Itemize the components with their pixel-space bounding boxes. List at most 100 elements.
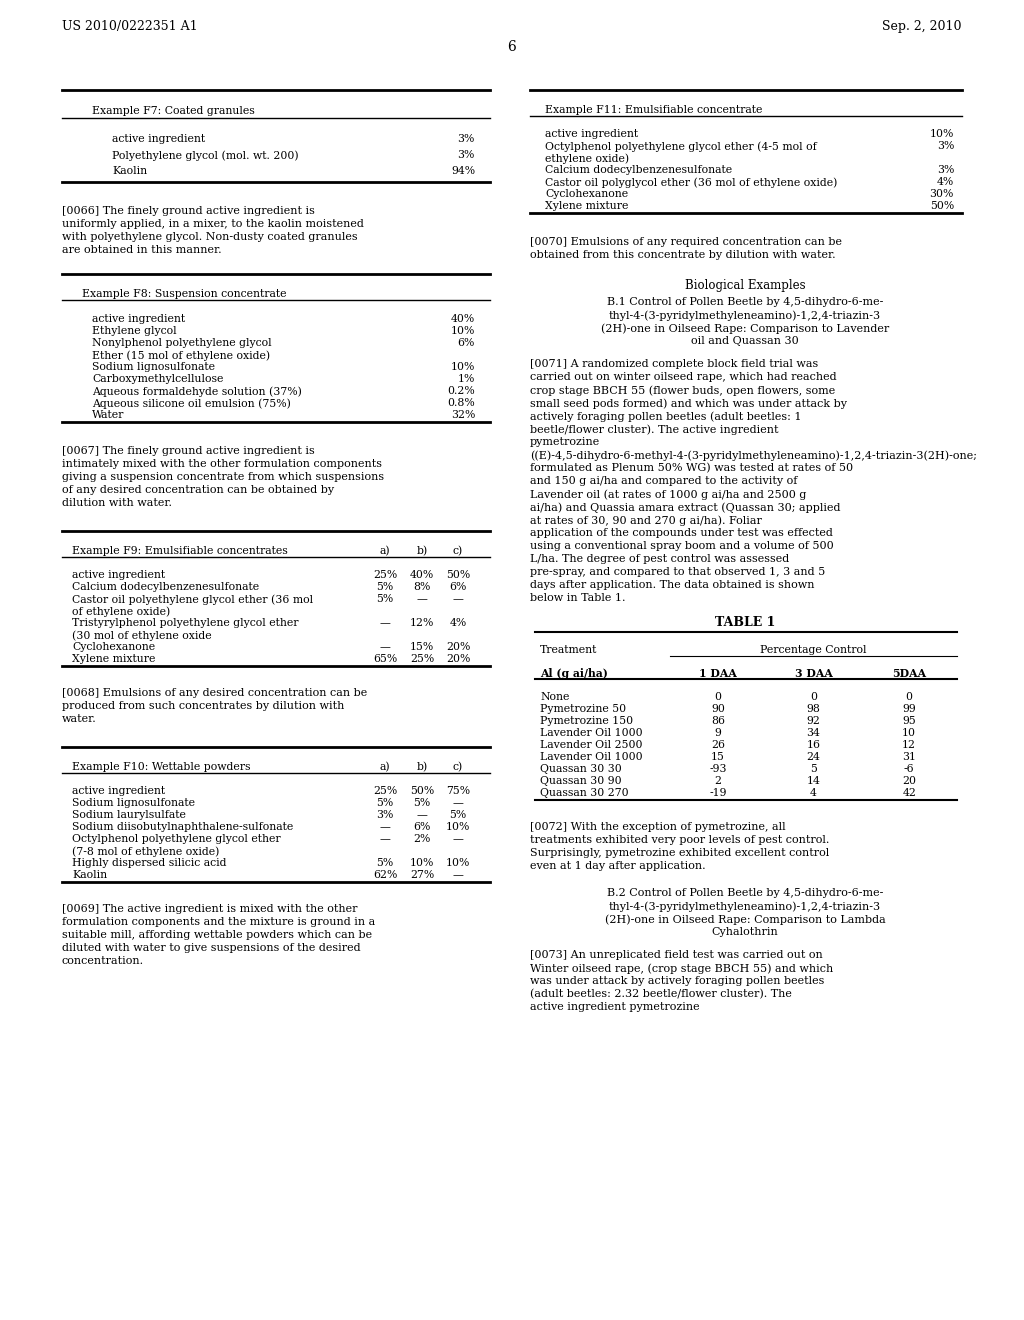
Text: formulation components and the mixture is ground in a: formulation components and the mixture i… xyxy=(62,917,375,927)
Text: 26: 26 xyxy=(711,741,725,750)
Text: —: — xyxy=(417,594,427,605)
Text: Calcium dodecylbenzenesulfonate: Calcium dodecylbenzenesulfonate xyxy=(72,582,259,591)
Text: —: — xyxy=(380,642,390,652)
Text: Pymetrozine 150: Pymetrozine 150 xyxy=(540,715,633,726)
Text: Winter oilseed rape, (crop stage BBCH 55) and which: Winter oilseed rape, (crop stage BBCH 55… xyxy=(530,964,834,974)
Text: Example F7: Coated granules: Example F7: Coated granules xyxy=(92,106,255,116)
Text: 3%: 3% xyxy=(458,150,475,160)
Text: b): b) xyxy=(417,762,428,772)
Text: thyl-4-(3-pyridylmethyleneamino)-1,2,4-triazin-3: thyl-4-(3-pyridylmethyleneamino)-1,2,4-t… xyxy=(609,310,881,321)
Text: and 150 g ai/ha and compared to the activity of: and 150 g ai/ha and compared to the acti… xyxy=(530,477,798,486)
Text: 10%: 10% xyxy=(451,362,475,372)
Text: 5%: 5% xyxy=(377,799,393,808)
Text: 1 DAA: 1 DAA xyxy=(699,668,737,678)
Text: Sodium lignosulfonate: Sodium lignosulfonate xyxy=(72,799,195,808)
Text: beetle/flower cluster). The active ingredient: beetle/flower cluster). The active ingre… xyxy=(530,424,778,434)
Text: 75%: 75% xyxy=(445,785,470,796)
Text: actively foraging pollen beetles (adult beetles: 1: actively foraging pollen beetles (adult … xyxy=(530,411,802,421)
Text: 0: 0 xyxy=(715,692,721,702)
Text: pymetrozine: pymetrozine xyxy=(530,437,600,447)
Text: TABLE 1: TABLE 1 xyxy=(715,616,775,630)
Text: 10%: 10% xyxy=(930,129,954,139)
Text: carried out on winter oilseed rape, which had reached: carried out on winter oilseed rape, whic… xyxy=(530,372,837,381)
Text: Castor oil polyglycol ether (36 mol of ethylene oxide): Castor oil polyglycol ether (36 mol of e… xyxy=(545,177,838,187)
Text: diluted with water to give suspensions of the desired: diluted with water to give suspensions o… xyxy=(62,942,360,953)
Text: 95: 95 xyxy=(902,715,916,726)
Text: [0066] The finely ground active ingredient is: [0066] The finely ground active ingredie… xyxy=(62,206,314,216)
Text: 62%: 62% xyxy=(373,870,397,880)
Text: ethylene oxide): ethylene oxide) xyxy=(545,153,629,164)
Text: Ethylene glycol: Ethylene glycol xyxy=(92,326,176,337)
Text: days after application. The data obtained is shown: days after application. The data obtaine… xyxy=(530,579,814,590)
Text: Example F10: Wettable powders: Example F10: Wettable powders xyxy=(72,762,251,772)
Text: US 2010/0222351 A1: US 2010/0222351 A1 xyxy=(62,20,198,33)
Text: small seed pods formed) and which was under attack by: small seed pods formed) and which was un… xyxy=(530,399,847,409)
Text: Lavender Oil 1000: Lavender Oil 1000 xyxy=(540,752,643,762)
Text: was under attack by actively foraging pollen beetles: was under attack by actively foraging po… xyxy=(530,975,824,986)
Text: None: None xyxy=(540,692,569,702)
Text: 12%: 12% xyxy=(410,618,434,628)
Text: [0067] The finely ground active ingredient is: [0067] The finely ground active ingredie… xyxy=(62,446,314,455)
Text: Kaolin: Kaolin xyxy=(72,870,108,880)
Text: Percentage Control: Percentage Control xyxy=(760,645,866,655)
Text: dilution with water.: dilution with water. xyxy=(62,498,172,508)
Text: Example F9: Emulsifiable concentrates: Example F9: Emulsifiable concentrates xyxy=(72,546,288,556)
Text: Quassan 30 270: Quassan 30 270 xyxy=(540,788,629,799)
Text: below in Table 1.: below in Table 1. xyxy=(530,593,626,603)
Text: 0.2%: 0.2% xyxy=(447,385,475,396)
Text: application of the compounds under test was effected: application of the compounds under test … xyxy=(530,528,833,539)
Text: c): c) xyxy=(453,762,463,772)
Text: Sodium diisobutylnaphthalene-sulfonate: Sodium diisobutylnaphthalene-sulfonate xyxy=(72,822,293,832)
Text: 94%: 94% xyxy=(451,166,475,176)
Text: 90: 90 xyxy=(711,704,725,714)
Text: -19: -19 xyxy=(709,788,727,799)
Text: 3%: 3% xyxy=(458,135,475,144)
Text: Sodium laurylsulfate: Sodium laurylsulfate xyxy=(72,810,186,820)
Text: crop stage BBCH 55 (flower buds, open flowers, some: crop stage BBCH 55 (flower buds, open fl… xyxy=(530,385,836,396)
Text: of ethylene oxide): of ethylene oxide) xyxy=(72,606,170,616)
Text: Octylphenol polyethylene glycol ether: Octylphenol polyethylene glycol ether xyxy=(72,834,281,843)
Text: intimately mixed with the other formulation components: intimately mixed with the other formulat… xyxy=(62,459,382,469)
Text: (2H)-one in Oilseed Rape: Comparison to Lavender: (2H)-one in Oilseed Rape: Comparison to … xyxy=(601,323,889,334)
Text: ai/ha) and Quassia amara extract (Quassan 30; applied: ai/ha) and Quassia amara extract (Quassa… xyxy=(530,502,841,512)
Text: Pymetrozine 50: Pymetrozine 50 xyxy=(540,704,626,714)
Text: —: — xyxy=(380,618,390,628)
Text: 99: 99 xyxy=(902,704,916,714)
Text: active ingredient: active ingredient xyxy=(72,570,165,579)
Text: [0073] An unreplicated field test was carried out on: [0073] An unreplicated field test was ca… xyxy=(530,950,822,960)
Text: giving a suspension concentrate from which suspensions: giving a suspension concentrate from whi… xyxy=(62,473,384,482)
Text: 6%: 6% xyxy=(458,338,475,348)
Text: Highly dispersed silicic acid: Highly dispersed silicic acid xyxy=(72,858,226,869)
Text: B.2 Control of Pollen Beetle by 4,5-dihydro-6-me-: B.2 Control of Pollen Beetle by 4,5-dihy… xyxy=(607,888,883,898)
Text: 3%: 3% xyxy=(937,141,954,150)
Text: obtained from this concentrate by dilution with water.: obtained from this concentrate by diluti… xyxy=(530,249,836,260)
Text: [0072] With the exception of pymetrozine, all: [0072] With the exception of pymetrozine… xyxy=(530,822,785,832)
Text: (7-8 mol of ethylene oxide): (7-8 mol of ethylene oxide) xyxy=(72,846,219,857)
Text: 4%: 4% xyxy=(450,618,467,628)
Text: Aqueous silicone oil emulsion (75%): Aqueous silicone oil emulsion (75%) xyxy=(92,399,291,409)
Text: 9: 9 xyxy=(715,729,721,738)
Text: (30 mol of ethylene oxide: (30 mol of ethylene oxide xyxy=(72,630,212,640)
Text: 25%: 25% xyxy=(410,653,434,664)
Text: Polyethylene glycol (mol. wt. 200): Polyethylene glycol (mol. wt. 200) xyxy=(112,150,299,161)
Text: 20%: 20% xyxy=(445,642,470,652)
Text: 50%: 50% xyxy=(930,201,954,211)
Text: b): b) xyxy=(417,546,428,556)
Text: produced from such concentrates by dilution with: produced from such concentrates by dilut… xyxy=(62,701,344,711)
Text: 2%: 2% xyxy=(414,834,431,843)
Text: Aqueous formaldehyde solution (37%): Aqueous formaldehyde solution (37%) xyxy=(92,385,302,396)
Text: Quassan 30 30: Quassan 30 30 xyxy=(540,764,622,774)
Text: Sodium lignosulfonate: Sodium lignosulfonate xyxy=(92,362,215,372)
Text: 40%: 40% xyxy=(451,314,475,323)
Text: active ingredient: active ingredient xyxy=(92,314,185,323)
Text: even at 1 day after application.: even at 1 day after application. xyxy=(530,861,706,871)
Text: 5%: 5% xyxy=(414,799,431,808)
Text: 10%: 10% xyxy=(451,326,475,337)
Text: 31: 31 xyxy=(902,752,916,762)
Text: (adult beetles: 2.32 beetle/flower cluster). The: (adult beetles: 2.32 beetle/flower clust… xyxy=(530,989,792,999)
Text: —: — xyxy=(380,834,390,843)
Text: (2H)-one in Oilseed Rape: Comparison to Lambda: (2H)-one in Oilseed Rape: Comparison to … xyxy=(604,913,886,924)
Text: 4: 4 xyxy=(810,788,817,799)
Text: with polyethylene glycol. Non-dusty coated granules: with polyethylene glycol. Non-dusty coat… xyxy=(62,232,357,242)
Text: water.: water. xyxy=(62,714,96,723)
